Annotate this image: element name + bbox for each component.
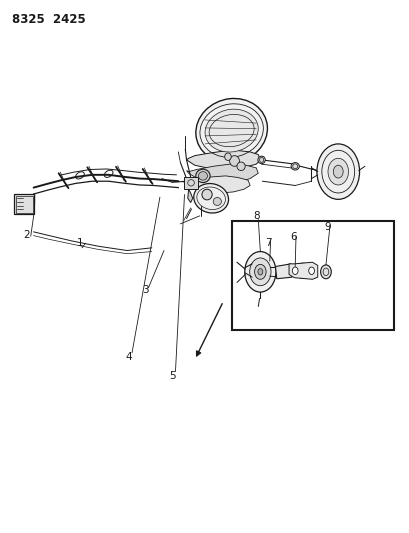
Circle shape (254, 264, 265, 279)
Circle shape (292, 267, 297, 274)
Ellipse shape (196, 169, 210, 182)
Bar (16, 196, 33, 213)
Circle shape (316, 144, 359, 199)
Bar (184, 177, 197, 189)
Circle shape (244, 252, 275, 292)
Ellipse shape (204, 109, 258, 152)
Ellipse shape (236, 162, 245, 171)
Ellipse shape (196, 99, 267, 163)
Text: 3: 3 (142, 286, 148, 295)
Polygon shape (275, 264, 292, 279)
Circle shape (257, 269, 262, 275)
Polygon shape (186, 164, 258, 184)
Circle shape (320, 265, 330, 279)
Circle shape (333, 165, 342, 178)
Text: 2: 2 (23, 230, 30, 239)
Text: 6: 6 (289, 232, 296, 242)
Text: 8: 8 (252, 211, 259, 221)
Text: 4: 4 (126, 352, 132, 362)
Ellipse shape (224, 153, 231, 160)
Ellipse shape (229, 156, 239, 166)
Ellipse shape (257, 156, 265, 164)
Bar (231, 221, 393, 330)
Ellipse shape (193, 183, 228, 213)
Text: 8325  2425: 8325 2425 (12, 13, 86, 26)
Ellipse shape (290, 163, 299, 170)
Text: 1: 1 (76, 238, 83, 247)
Ellipse shape (292, 263, 313, 278)
Polygon shape (288, 262, 317, 279)
Text: 7: 7 (265, 238, 271, 247)
Bar (14, 194, 34, 214)
Ellipse shape (213, 197, 221, 205)
Ellipse shape (202, 189, 212, 200)
Text: 9: 9 (324, 222, 330, 231)
Text: 5: 5 (169, 371, 175, 381)
Circle shape (308, 267, 314, 274)
Polygon shape (186, 150, 260, 169)
Polygon shape (182, 176, 249, 193)
Polygon shape (187, 189, 192, 203)
Ellipse shape (198, 172, 207, 180)
Circle shape (249, 258, 270, 286)
Circle shape (327, 158, 348, 185)
